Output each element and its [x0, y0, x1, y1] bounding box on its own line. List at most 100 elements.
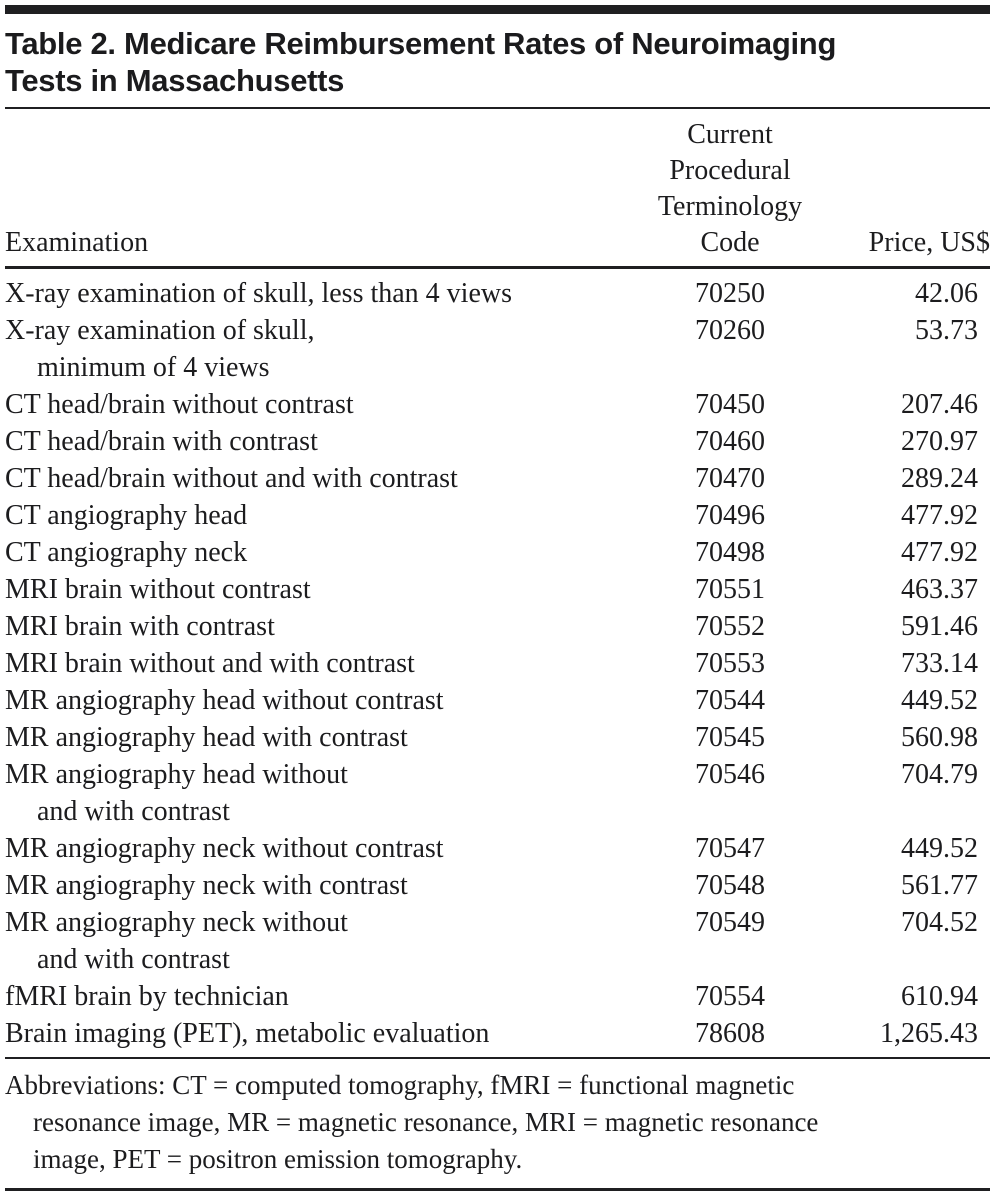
table-row: MR angiography head with contrast 70545 56… — [5, 719, 990, 756]
examination-cell: CT head/brain without and with contrast — [5, 460, 640, 497]
footnote-line: Abbreviations: CT = computed tomography,… — [5, 1070, 795, 1100]
table-row: Brain imaging (PET), metabolic evaluatio… — [5, 1015, 990, 1052]
cpt-code-cell: 70549 — [695, 907, 765, 938]
header-row: Examination Current Procedural Terminology… — [5, 109, 990, 269]
price-cell: 1,265.43 — [880, 1018, 978, 1049]
examination-text-line: CT angiography neck — [5, 537, 248, 568]
table-row: CT head/brain without contrast 70450 207.4… — [5, 386, 990, 423]
examination-cell: MR angiography neck without and with cont… — [5, 904, 640, 978]
table-header: Examination Current Procedural Terminology… — [5, 109, 990, 269]
examination-text-line: MR angiography head with contrast — [5, 722, 408, 753]
price-cell: 560.98 — [901, 722, 978, 753]
cpt-code-cell: 78608 — [695, 1018, 765, 1049]
price-cell: 610.94 — [901, 981, 978, 1012]
price-cell: 289.24 — [901, 463, 978, 494]
examination-cell: MR angiography head with contrast — [5, 719, 640, 756]
price-cell: 270.97 — [901, 426, 978, 457]
examination-cell: MRI brain with contrast — [5, 608, 640, 645]
examination-cell: CT head/brain without contrast — [5, 386, 640, 423]
examination-cell: MR angiography head without and with cont… — [5, 756, 640, 830]
price-cell: 42.06 — [915, 278, 978, 309]
cpt-code-cell: 70545 — [695, 722, 765, 753]
examination-cell: CT angiography head — [5, 497, 640, 534]
cpt-header-line: Code — [700, 227, 760, 258]
table-row: MR angiography head without and with cont… — [5, 756, 990, 830]
cpt-code-cell: 70496 — [695, 500, 765, 531]
examination-text-line: Brain imaging (PET), metabolic evaluatio… — [5, 1018, 490, 1049]
table-row: MRI brain without contrast 70551 463.37 — [5, 571, 990, 608]
examination-cell: fMRI brain by technician — [5, 978, 640, 1015]
price-cell: 591.46 — [901, 611, 978, 642]
table-row: CT head/brain with contrast 70460 270.97 — [5, 423, 990, 460]
examination-cell: MR angiography neck without contrast — [5, 830, 640, 867]
table-row: X-ray examination of skull, less than 4 … — [5, 268, 990, 313]
examination-text-line: MR angiography neck with contrast — [5, 870, 408, 901]
examination-text-line: MRI brain without contrast — [5, 574, 311, 605]
column-header-examination: Examination — [5, 109, 640, 269]
price-cell: 477.92 — [901, 500, 978, 531]
cpt-code-cell: 70547 — [695, 833, 765, 864]
table-row: X-ray examination of skull, minimum of 4 … — [5, 312, 990, 386]
title-divider-rule — [5, 107, 990, 109]
examination-text-line: minimum of 4 views — [37, 352, 270, 383]
table-row: CT angiography head 70496 477.92 — [5, 497, 990, 534]
examination-text-line: CT angiography head — [5, 500, 248, 531]
examination-text-line: MRI brain without and with contrast — [5, 648, 415, 679]
examination-text-line: MR angiography head without contrast — [5, 685, 444, 716]
examination-text-line: MR angiography neck without contrast — [5, 833, 444, 864]
cpt-code-cell: 70450 — [695, 389, 765, 420]
cpt-code-cell: 70544 — [695, 685, 765, 716]
examination-cell: Brain imaging (PET), metabolic evaluatio… — [5, 1015, 640, 1052]
examination-text-line: and with contrast — [37, 944, 230, 975]
examination-text-line: MR angiography head without — [5, 759, 348, 790]
examination-text-line: MR angiography neck without — [5, 907, 348, 938]
price-cell: 449.52 — [901, 833, 978, 864]
table-row: MRI brain with contrast 70552 591.46 — [5, 608, 990, 645]
cpt-code-cell: 70498 — [695, 537, 765, 568]
column-header-price: Price, US$ — [820, 109, 990, 269]
examination-text-line: CT head/brain with contrast — [5, 426, 318, 457]
cpt-code-cell: 70460 — [695, 426, 765, 457]
examination-cell: CT head/brain with contrast — [5, 423, 640, 460]
examination-cell: MR angiography head without contrast — [5, 682, 640, 719]
reimbursement-table: Examination Current Procedural Terminology… — [5, 109, 990, 1052]
footnote-line: resonance image, MR = magnetic resonance… — [33, 1107, 819, 1137]
cpt-code-cell: 70470 — [695, 463, 765, 494]
examination-text-line: MRI brain with contrast — [5, 611, 275, 642]
table-row: MR angiography head without contrast 7054… — [5, 682, 990, 719]
examination-cell: MR angiography neck with contrast — [5, 867, 640, 904]
price-cell: 704.79 — [901, 759, 978, 790]
examination-text-line: and with contrast — [37, 796, 230, 827]
table-row: MR angiography neck with contrast 70548 56… — [5, 867, 990, 904]
footnote-line: image, PET = positron emission tomograph… — [33, 1144, 523, 1174]
price-cell: 53.73 — [915, 315, 978, 346]
table-title: Table 2. Medicare Reimbursement Rates of… — [5, 25, 990, 99]
table-body: X-ray examination of skull, less than 4 … — [5, 268, 990, 1053]
examination-text-line: fMRI brain by technician — [5, 981, 289, 1012]
examination-text-line: X-ray examination of skull, less than 4 … — [5, 278, 513, 309]
price-cell: 477.92 — [901, 537, 978, 568]
examination-text-line: X-ray examination of skull, — [5, 315, 315, 346]
cpt-code-cell: 70546 — [695, 759, 765, 790]
cpt-code-cell: 70552 — [695, 611, 765, 642]
examination-cell: X-ray examination of skull, less than 4 … — [5, 268, 640, 313]
abbreviations-footnote: Abbreviations: CT = computed tomography,… — [5, 1057, 990, 1188]
cpt-code-cell: 70551 — [695, 574, 765, 605]
price-cell: 704.52 — [901, 907, 978, 938]
cpt-header-line: Terminology — [657, 191, 803, 222]
table-row: MRI brain without and with contrast 70553… — [5, 645, 990, 682]
price-cell: 733.14 — [901, 648, 978, 679]
column-header-cpt-code: Current Procedural Terminology Code — [640, 109, 820, 269]
cpt-header-line: Procedural — [669, 155, 791, 186]
cpt-code-cell: 70260 — [695, 315, 765, 346]
cpt-header-line: Current — [687, 119, 773, 150]
table-row: MR angiography neck without and with cont… — [5, 904, 990, 978]
price-cell: 207.46 — [901, 389, 978, 420]
examination-cell: MRI brain without contrast — [5, 571, 640, 608]
cpt-code-cell: 70553 — [695, 648, 765, 679]
examination-text-line: CT head/brain without contrast — [5, 389, 354, 420]
price-cell: 449.52 — [901, 685, 978, 716]
bottom-rule — [5, 1188, 990, 1191]
examination-cell: X-ray examination of skull, minimum of 4 … — [5, 312, 640, 386]
